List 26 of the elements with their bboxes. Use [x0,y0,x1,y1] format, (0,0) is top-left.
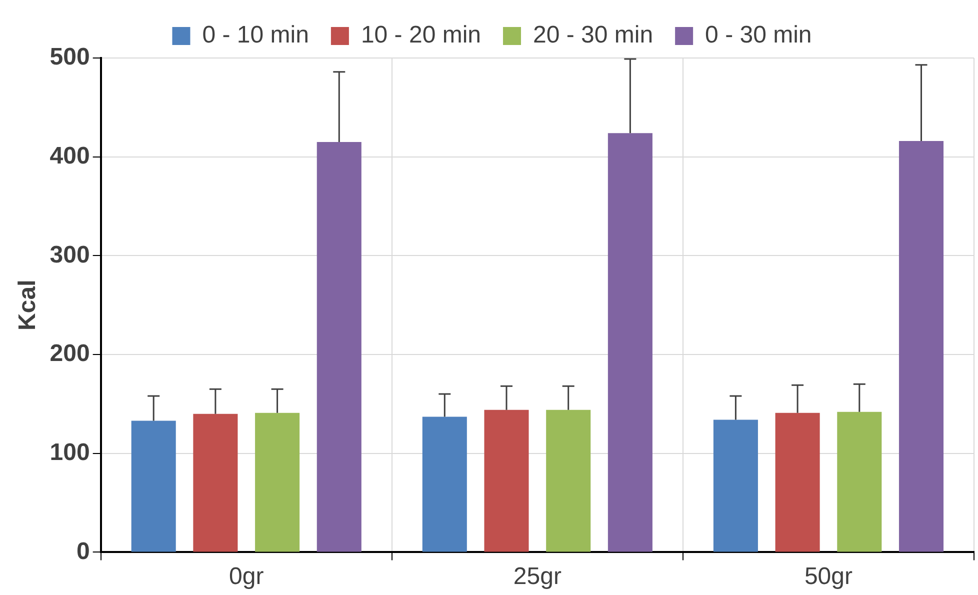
bar [713,420,758,552]
bar [837,412,882,552]
x-tick-label: 50gr [804,563,852,590]
legend-label: 0 - 30 min [705,22,812,49]
y-tick-label: 100 [50,438,90,466]
bar [898,141,944,552]
y-tick-label: 500 [50,44,90,71]
bar [255,412,300,552]
legend-label: 0 - 10 min [202,22,309,49]
bar [193,414,238,552]
bar [546,410,591,552]
legend-label: 10 - 20 min [360,22,482,49]
x-tick-label: 25gr [513,563,562,590]
y-tick-label: 300 [50,241,90,268]
x-tick-label: 0gr [229,563,264,590]
y-axis-title: Kcal [14,280,42,330]
bar [484,410,529,552]
bar [316,142,362,552]
bar [608,133,652,552]
y-tick-label: 0 [76,538,90,565]
bar [131,420,176,552]
y-tick-label: 200 [50,340,90,368]
legend-label: 20 - 30 min [533,22,654,49]
bar [422,416,467,552]
bar [775,412,820,552]
y-tick-label: 400 [50,142,90,170]
